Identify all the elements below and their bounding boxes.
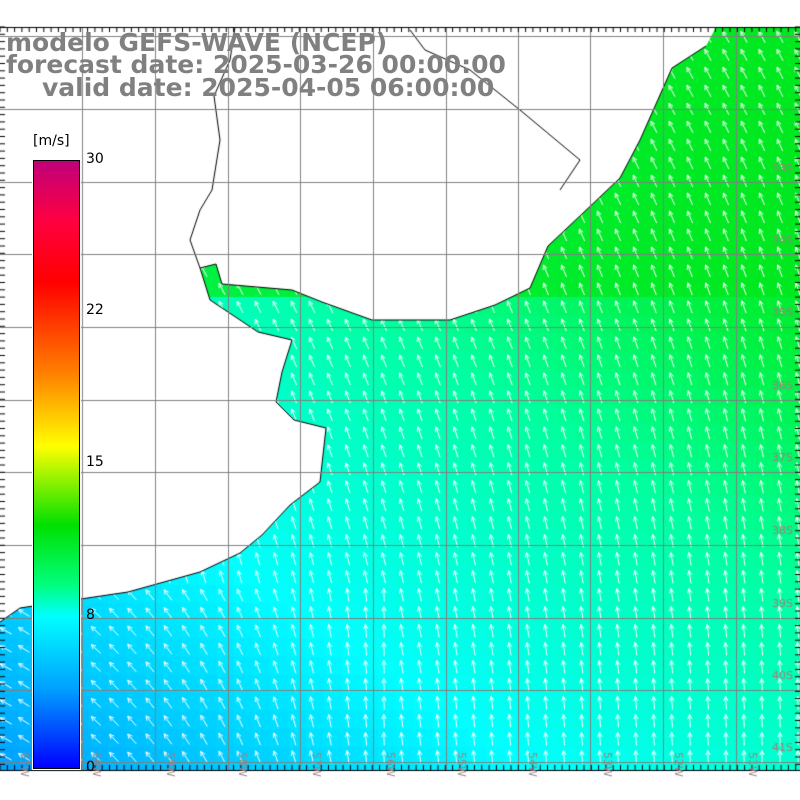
model-title: modelo GEFS-WAVE (NCEP) (6, 28, 388, 57)
colorbar-tick: 22 (86, 302, 104, 318)
colorbar-tick: 30 (86, 151, 104, 167)
colorbar-tick: 8 (86, 607, 95, 623)
valid-date: valid date: 2025-04-05 06:00:00 (42, 73, 495, 102)
colorbar-tick: 15 (86, 454, 104, 470)
colorbar-unit: [m/s] (33, 133, 70, 149)
forecast-date: forecast date: 2025-03-26 00:00:00 (6, 50, 506, 79)
colorbar-tick: 0 (86, 759, 95, 775)
colorbar (32, 159, 81, 770)
